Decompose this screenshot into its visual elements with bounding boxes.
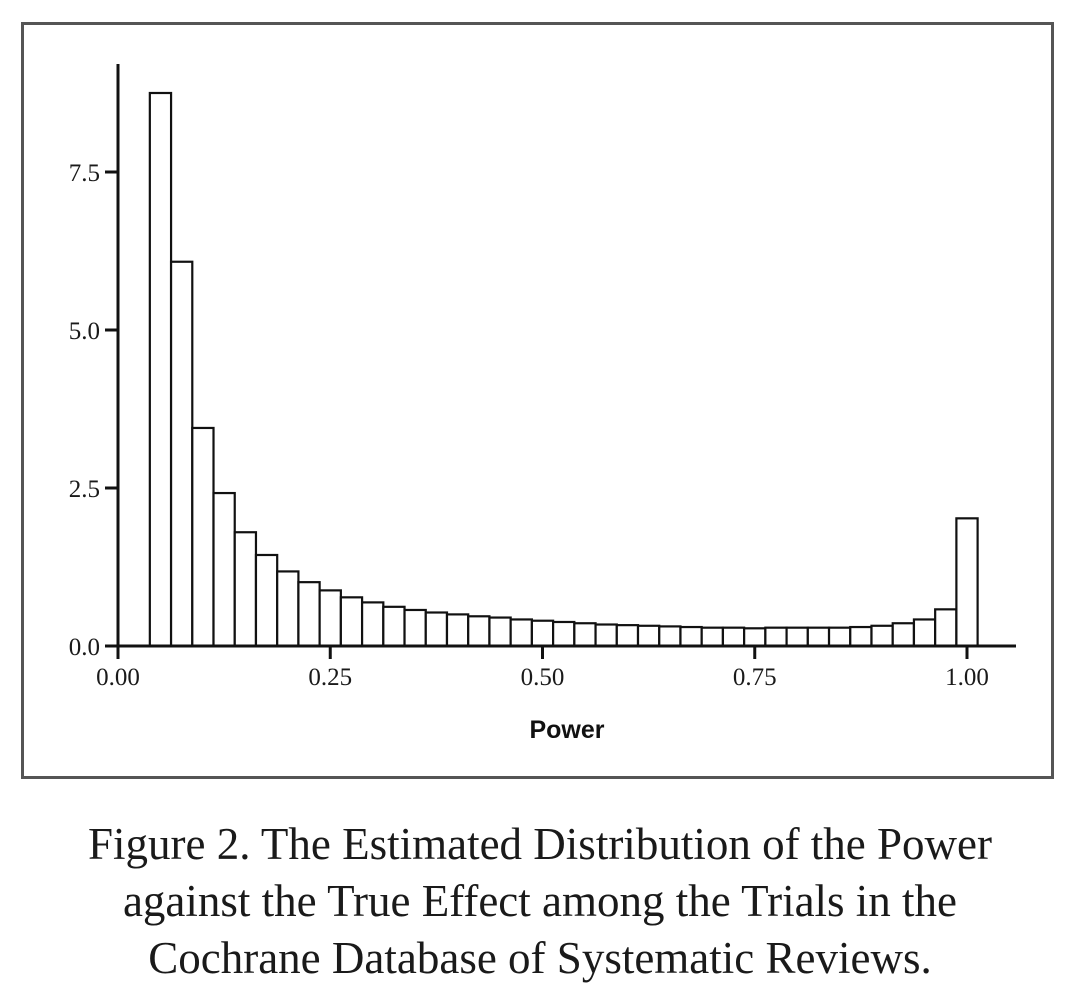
histogram-bar — [318, 589, 342, 648]
x-tick-label: 0.25 — [308, 664, 352, 691]
histogram-bar — [339, 596, 364, 648]
histogram-bar — [360, 601, 385, 648]
bars-group — [148, 91, 979, 648]
histogram-bar — [148, 91, 173, 648]
histogram-bar — [785, 626, 809, 648]
histogram-bar — [169, 260, 194, 648]
histogram-bar — [849, 625, 873, 648]
x-tick-label: 0.00 — [96, 664, 140, 691]
histogram-bar — [424, 611, 449, 648]
histogram-bar — [658, 625, 682, 648]
histogram-chart: 0.0 2.5 5.0 7.5 0.00 0.25 0.50 0.75 1.00 Power — [69, 64, 1016, 744]
y-tick-label: 0.0 — [69, 634, 100, 661]
histogram-bar — [891, 622, 916, 648]
histogram-bar — [191, 426, 215, 648]
histogram-bar — [615, 624, 640, 648]
figure-caption: Figure 2. The Estimated Distribution of … — [0, 816, 1080, 987]
histogram-bar — [254, 553, 279, 648]
histogram-bar — [955, 517, 979, 648]
x-axis-title: Power — [529, 716, 604, 744]
histogram-bar — [233, 531, 258, 648]
caption-line-3: Cochrane Database of Systematic Reviews. — [148, 933, 932, 983]
histogram-bar — [700, 626, 725, 648]
histogram-bar — [679, 625, 703, 648]
histogram-bar — [212, 491, 236, 648]
histogram-bar — [509, 618, 533, 648]
y-tick-label: 2.5 — [69, 476, 100, 503]
histogram-bar — [573, 622, 597, 648]
histogram-bar — [276, 570, 300, 648]
histogram-bar — [636, 624, 661, 648]
histogram-bar — [743, 627, 767, 648]
histogram-bar — [934, 608, 958, 648]
histogram-bar — [403, 608, 427, 648]
x-tick-label: 0.50 — [521, 664, 565, 691]
histogram-bar — [530, 619, 555, 648]
axes-group: 0.0 2.5 5.0 7.5 0.00 0.25 0.50 0.75 1.00 — [69, 64, 1016, 691]
y-tick-label: 5.0 — [69, 318, 100, 345]
caption-line-2: against the True Effect among the Trials… — [122, 876, 958, 926]
x-tick-label: 0.75 — [733, 664, 777, 691]
caption-line-1: Figure 2. The Estimated Distribution of … — [87, 819, 993, 869]
histogram-bar — [552, 620, 576, 648]
histogram-bar — [912, 618, 937, 648]
histogram-bar — [382, 605, 406, 648]
histogram-bar — [297, 581, 321, 648]
histogram-bar — [721, 626, 746, 648]
histogram-bar — [870, 624, 894, 648]
histogram-bar — [594, 623, 618, 648]
histogram-bar — [827, 626, 852, 648]
histogram-bar — [764, 626, 788, 648]
histogram-bar — [467, 615, 491, 648]
y-tick-label: 7.5 — [69, 160, 100, 187]
histogram-bar — [488, 616, 512, 648]
histogram-bar — [806, 626, 831, 648]
x-tick-label: 1.00 — [945, 664, 989, 691]
histogram-bar — [445, 613, 470, 648]
